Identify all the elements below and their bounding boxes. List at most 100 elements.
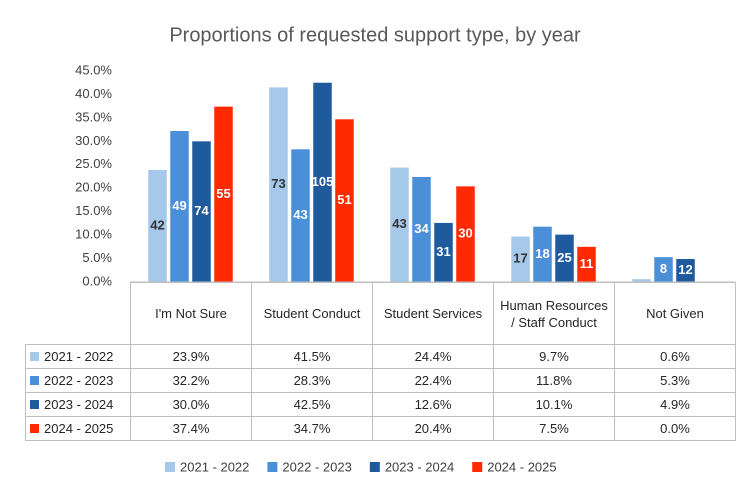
data-label: 18: [535, 246, 549, 261]
bar: [170, 131, 189, 282]
y-tick-label: 10.0%: [75, 227, 112, 242]
table-row: 2023 - 2024 30.0% 42.5% 12.6% 10.1% 4.9%: [25, 392, 736, 417]
row-name: 2021 - 2022: [44, 349, 114, 364]
data-label: 12: [678, 262, 692, 277]
row-key: 2021 - 2022: [25, 344, 131, 369]
data-label: 42: [150, 217, 164, 232]
data-label: 34: [414, 221, 429, 236]
corner-cell: [25, 282, 131, 345]
category-label: Student Services: [372, 282, 494, 345]
y-tick-label: 25.0%: [75, 156, 112, 171]
y-tick-label: 20.0%: [75, 180, 112, 195]
table-value: 28.3%: [251, 368, 373, 393]
bar: [533, 226, 552, 282]
bar: [390, 167, 409, 282]
bar: [676, 259, 695, 282]
data-label: 105: [312, 174, 334, 189]
legend-swatch: [30, 424, 39, 433]
y-tick-label: 35.0%: [75, 109, 112, 124]
data-label: 55: [216, 186, 230, 201]
legend-swatch: [30, 352, 39, 361]
data-label: 25: [557, 250, 571, 265]
category-label: Not Given: [614, 282, 736, 345]
bar: [456, 186, 475, 282]
data-label: 74: [194, 203, 209, 218]
table-value: 7.5%: [493, 416, 615, 441]
y-tick-label: 45.0%: [75, 62, 112, 77]
table-value: 23.9%: [130, 344, 252, 369]
legend-swatch: [472, 462, 483, 472]
table-row: 2022 - 2023 32.2% 28.3% 22.4% 11.8% 5.3%: [25, 368, 736, 393]
data-label: 43: [392, 216, 406, 231]
y-tick-label: 30.0%: [75, 133, 112, 148]
data-label: 43: [293, 207, 307, 222]
data-label: 73: [271, 176, 285, 191]
legend-swatch: [30, 400, 39, 409]
table-value: 4.9%: [614, 392, 736, 417]
data-label: 51: [337, 192, 351, 207]
bar: [555, 234, 574, 282]
y-tick-label: 5.0%: [82, 250, 112, 265]
table-value: 24.4%: [372, 344, 494, 369]
legend-label: 2024 - 2025: [487, 459, 556, 474]
bar: [313, 82, 332, 282]
table-row: 2024 - 2025 37.4% 34.7% 20.4% 7.5% 0.0%: [25, 416, 736, 441]
bar: [148, 169, 167, 282]
table-value: 22.4%: [372, 368, 494, 393]
row-key: 2023 - 2024: [25, 392, 131, 417]
y-tick-label: 40.0%: [75, 86, 112, 101]
table-value: 10.1%: [493, 392, 615, 417]
legend-swatch: [267, 462, 278, 472]
row-name: 2022 - 2023: [44, 373, 114, 388]
data-label: 17: [513, 251, 527, 266]
category-label: Student Conduct: [251, 282, 373, 345]
table-value: 42.5%: [251, 392, 373, 417]
legend-swatch: [30, 376, 39, 385]
category-label: I'm Not Sure: [130, 282, 252, 345]
row-name: 2024 - 2025: [44, 421, 114, 436]
bar: [335, 119, 354, 282]
bar: [192, 141, 211, 282]
legend-label: 2021 - 2022: [180, 459, 249, 474]
y-tick-label: 15.0%: [75, 203, 112, 218]
legend-label: 2022 - 2023: [282, 459, 351, 474]
bar: [654, 257, 673, 282]
bar: [412, 176, 431, 282]
data-label: 31: [436, 244, 450, 259]
bar: [434, 222, 453, 282]
table-value: 41.5%: [251, 344, 373, 369]
legend-label: 2023 - 2024: [385, 459, 454, 474]
data-label: 8: [660, 261, 667, 276]
table-value: 34.7%: [251, 416, 373, 441]
data-table: I'm Not Sure Student Conduct Student Servi…: [25, 282, 736, 441]
table-value: 12.6%: [372, 392, 494, 417]
table-value: 20.4%: [372, 416, 494, 441]
row-name: 2023 - 2024: [44, 397, 114, 412]
table-value: 30.0%: [130, 392, 252, 417]
category-label: Human Resources / Staff Conduct: [493, 282, 615, 345]
row-key: 2024 - 2025: [25, 416, 131, 441]
row-key: 2022 - 2023: [25, 368, 131, 393]
table-header: I'm Not Sure Student Conduct Student Servi…: [25, 282, 736, 345]
table-value: 5.3%: [614, 368, 736, 393]
bar: [214, 106, 233, 282]
table-value: 0.0%: [614, 416, 736, 441]
bar: [632, 279, 651, 282]
bar: [577, 246, 596, 282]
bar: [511, 236, 530, 282]
chart-title: Proportions of requested support type, b…: [169, 24, 581, 46]
table-value: 11.8%: [493, 368, 615, 393]
bar: [291, 149, 310, 282]
table-value: 37.4%: [130, 416, 252, 441]
data-label: 30: [458, 226, 472, 241]
legend-swatch: [165, 462, 175, 472]
legend-swatch: [369, 462, 380, 472]
bar: [269, 87, 288, 283]
data-label: 11: [580, 256, 594, 271]
table-value: 0.6%: [614, 344, 736, 369]
table-row: 2021 - 2022 23.9% 41.5% 24.4% 9.7% 0.6%: [25, 344, 736, 369]
table-value: 9.7%: [493, 344, 615, 369]
table-value: 32.2%: [130, 368, 252, 393]
